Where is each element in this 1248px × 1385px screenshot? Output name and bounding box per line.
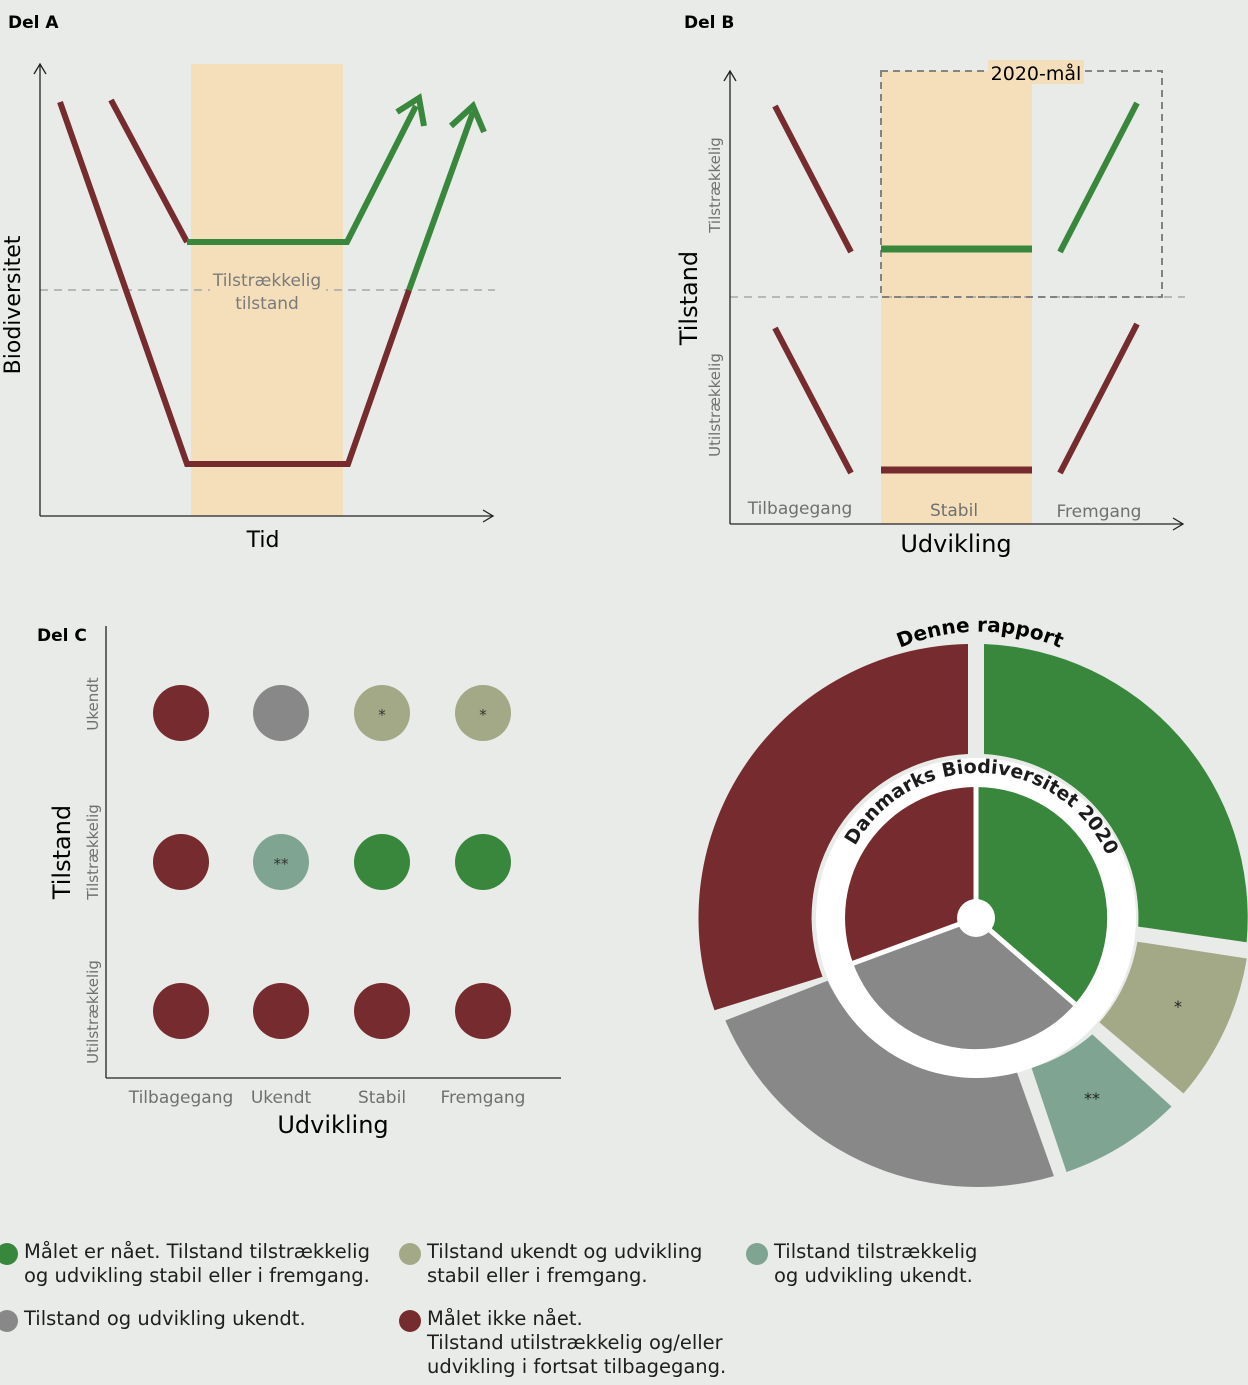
y-axis-label: Biodiversitet [1, 235, 26, 374]
matrix-dot-green [455, 834, 511, 890]
legend-item-teal: Tilstand tilstrækkelig og udvikling uken… [746, 1240, 1066, 1292]
matrix-dot-mark: * [479, 706, 487, 724]
legend-item-green: Målet er nået. Tilstand tilstrækkelig og… [0, 1240, 396, 1292]
col-label-stabil: Stabil [930, 501, 978, 521]
decline-red-short [108, 98, 190, 244]
legend-swatch [399, 1310, 421, 1332]
matrix-dots: * *** [153, 685, 511, 1039]
legend-item-olive: Tilstand ukendt og udvikling stabil elle… [399, 1240, 739, 1292]
outer-segment-red [698, 644, 968, 1011]
upper-decline-line [772, 104, 854, 254]
matrix-dot-olive [455, 685, 511, 741]
legend-item-grey: Tilstand og udvikling ukendt. [0, 1307, 396, 1335]
legend-text: Tilstand tilstrækkelig og udvikling uken… [774, 1240, 978, 1287]
col-label-stabil: Stabil [358, 1088, 406, 1108]
x-axis-label: Tid [246, 528, 280, 553]
outer-segment-grey [725, 980, 1054, 1188]
legend-swatch [0, 1310, 18, 1332]
inner-segment-green [976, 786, 1108, 1004]
legend-item-red: Målet ikke nået. Tilstand utilstrækkelig… [399, 1307, 779, 1383]
donut-center [957, 899, 995, 937]
threshold-label-line1: Tilstrækkelig [212, 271, 321, 291]
row-label-tilstraekkelig: Tilstrækkelig [84, 804, 102, 901]
stable-arrowhead [395, 93, 427, 127]
upper-improve-line [1057, 101, 1140, 254]
stable-green-curve [187, 104, 419, 245]
x-axis-label: Udvikling [900, 530, 1011, 558]
outer-segment-olive [1099, 941, 1247, 1094]
matrix-dot-grey [253, 685, 309, 741]
legend-text: Tilstand og udvikling ukendt. [24, 1307, 306, 1330]
matrix-dot-olive [354, 685, 410, 741]
threshold-label-line2: tilstand [235, 294, 299, 314]
matrix-dot-red [354, 983, 410, 1039]
outer-segment-teal [1031, 1034, 1172, 1172]
matrix-dot-mark: * [378, 706, 386, 724]
matrix-dot-teal [253, 834, 309, 890]
col-label-fremgang: Fremgang [1057, 502, 1142, 522]
legend-text: Målet er nået. Tilstand tilstrækkelig og… [24, 1240, 370, 1287]
matrix-dot-mark: ** [274, 855, 290, 873]
matrix-dot-red [153, 834, 209, 890]
inner-segment-red [845, 787, 976, 963]
matrix-dot-green [354, 834, 410, 890]
teal-mark: ** [1084, 1089, 1100, 1108]
legend-swatch [746, 1243, 768, 1265]
matrix-dot-red [153, 685, 209, 741]
y-axis-label: Tilstand [48, 805, 76, 900]
goal-label-bg [988, 60, 1084, 84]
legend-swatch [399, 1243, 421, 1265]
row-label-utilstraekkelig: Utilstrækkelig [84, 960, 102, 1064]
part-c-matrix: Del C Ukendt Tilstrækkelig Utilstrækkeli… [37, 626, 561, 1139]
matrix-dot-red [455, 983, 511, 1039]
recovery-green-line [406, 110, 476, 292]
part-a-diagram: Del A Tilstrækkelig tilstand Biodiversit… [1, 13, 495, 553]
y-axis-label: Tilstand [675, 251, 703, 346]
col-label-ukendt: Ukendt [251, 1088, 312, 1108]
row-label-lower: Utilstrækkelig [706, 353, 724, 457]
legend-text: Tilstand ukendt og udvikling stabil elle… [427, 1240, 703, 1287]
part-a-title: Del A [8, 13, 59, 33]
lower-improve-line [1057, 322, 1140, 475]
outer-segment-green [984, 644, 1248, 943]
goal-label: 2020-mål [991, 62, 1082, 85]
outer-title: Denne rapport [893, 613, 1067, 653]
inner-divider [974, 916, 1078, 1007]
decline-red-curve [57, 101, 412, 467]
goal-box [880, 70, 1163, 298]
col-label-tilbagegang: Tilbagegang [747, 499, 853, 519]
threshold-label-bg [210, 268, 326, 318]
matrix-dot-red [253, 983, 309, 1039]
lower-decline-line [772, 326, 854, 475]
inner-segment-grey [853, 918, 1075, 1050]
col-label-fremgang: Fremgang [441, 1088, 526, 1108]
matrix-dot-red [153, 983, 209, 1039]
inner-divider [850, 915, 977, 967]
part-b-title: Del B [684, 13, 734, 33]
donut-chart: * ** Denne rapport Danmarks Biodiversite… [698, 613, 1248, 1188]
recovery-arrowhead [448, 100, 487, 134]
outer-title-text: Denne rapport [893, 613, 1067, 653]
col-label-tilbagegang: Tilbagegang [128, 1088, 234, 1108]
part-c-title: Del C [37, 626, 87, 646]
x-axis-label: Udvikling [277, 1111, 388, 1139]
row-label-ukendt: Ukendt [84, 677, 102, 730]
part-b-diagram: Del B 2020-mål Tilbagegang Stabil Fremga… [675, 13, 1185, 558]
row-label-upper: Tilstrækkelig [706, 137, 724, 234]
legend-text: Målet ikke nået. Tilstand utilstrækkelig… [427, 1307, 727, 1378]
olive-mark: * [1174, 997, 1182, 1016]
legend-swatch [0, 1243, 18, 1265]
